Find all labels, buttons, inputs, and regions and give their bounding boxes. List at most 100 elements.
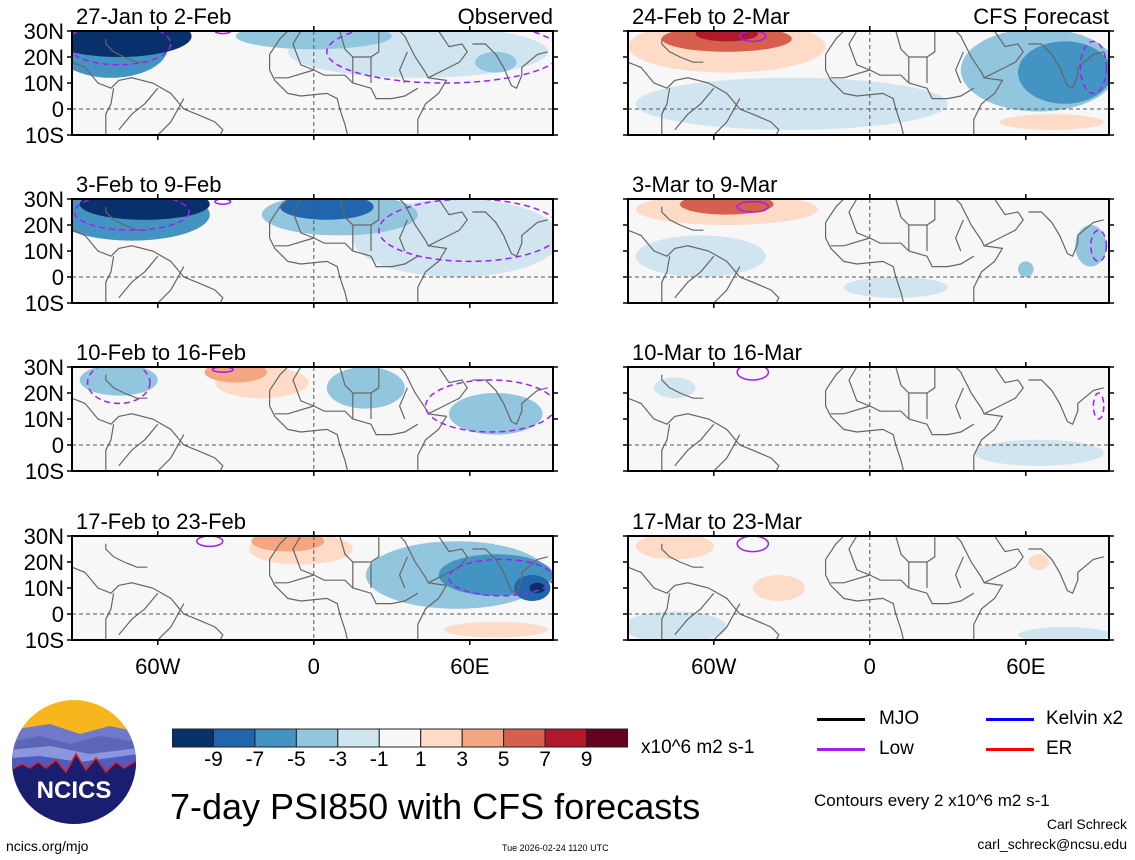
y-tick-label: 20N — [24, 45, 64, 70]
colorbar-tick-label: 9 — [580, 748, 593, 771]
x-tick-label: 60W — [691, 654, 736, 679]
negative-anomaly — [475, 51, 517, 73]
map-panel: 17-Mar to 23-Mar 60W 0 60E — [623, 509, 1114, 679]
coastline — [983, 31, 1024, 79]
y-tick-label: 10N — [24, 239, 64, 264]
positive-anomaly — [1028, 554, 1050, 570]
legend-low-label: Low — [879, 738, 914, 759]
negative-anomaly — [280, 199, 374, 220]
coastline — [105, 38, 148, 63]
source-url[interactable]: ncics.org/mjo — [6, 838, 89, 854]
coastline — [105, 543, 148, 568]
coastline — [292, 199, 419, 268]
y-tick-label: 10S — [25, 459, 64, 484]
coastline — [269, 536, 289, 560]
coastline — [825, 367, 845, 391]
y-tick-label: 30N — [24, 355, 64, 380]
negative-anomaly — [1018, 627, 1109, 640]
low-contour — [1090, 229, 1108, 263]
legend-er-line — [986, 748, 1034, 751]
low-contour — [736, 200, 770, 213]
colorbar-swatch — [503, 728, 546, 748]
y-tick-label: 0 — [52, 97, 64, 122]
y-tick-label: 30N — [24, 524, 64, 549]
coastline — [472, 379, 548, 426]
low-contour — [736, 536, 770, 553]
low-contour — [73, 199, 190, 231]
coastline — [398, 387, 408, 420]
y-tick-label: 10N — [24, 576, 64, 601]
coastline — [399, 536, 448, 640]
low-contour — [211, 367, 234, 373]
low-contour — [378, 199, 553, 263]
colorbar-tick-label: 1 — [414, 748, 427, 771]
coastline — [983, 199, 1024, 247]
map-panel: 24-Feb to 2-Mar CFS Forecast — [623, 4, 1114, 140]
panel-period-label: 24-Feb to 2-Mar — [632, 4, 790, 29]
colorbar-swatch — [544, 728, 588, 748]
colorbar-tick-label: 5 — [497, 748, 510, 771]
author-email[interactable]: carl_schreck@ncsu.edu — [977, 836, 1127, 852]
coastline — [72, 397, 224, 471]
coastline — [269, 31, 289, 55]
coastline — [339, 536, 380, 563]
contour-interval-note: Contours every 2 x10^6 m2 s-1 — [814, 791, 1050, 810]
low-contour — [214, 31, 232, 35]
colorbar-swatch — [295, 728, 339, 748]
positive-anomaly — [92, 264, 405, 303]
coastline — [274, 405, 314, 415]
map-panel: 10-Mar to 16-Mar — [623, 340, 1114, 476]
legend-mjo-label: MJO — [879, 708, 920, 729]
colorbar-tick-label: -5 — [287, 748, 306, 771]
coastline — [661, 38, 704, 63]
y-tick-label: 10N — [24, 71, 64, 96]
coastline — [628, 61, 780, 135]
positive-anomaly — [999, 114, 1104, 130]
y-tick-label: 10S — [25, 123, 64, 148]
positive-anomaly — [752, 575, 805, 601]
coastline — [825, 536, 845, 560]
coastline — [713, 434, 741, 471]
negative-anomaly — [843, 277, 948, 298]
coastline — [830, 237, 870, 247]
y-tick-label: 10S — [25, 628, 64, 653]
coastline — [954, 387, 964, 420]
coastline — [661, 543, 704, 568]
positive-anomaly — [261, 450, 522, 471]
coastline — [895, 536, 936, 563]
x-tick-label: 0 — [864, 654, 876, 679]
coastline — [954, 219, 964, 252]
x-tick-label: 0 — [308, 654, 320, 679]
negative-anomaly — [654, 377, 696, 399]
coastline — [339, 31, 380, 58]
colorbar-tick-label: -7 — [245, 748, 265, 771]
low-contour — [736, 367, 770, 381]
panel-source-label: CFS Forecast — [973, 4, 1109, 29]
negative-anomaly — [326, 367, 405, 409]
coastline — [398, 556, 408, 589]
coastline — [157, 98, 185, 135]
coastline — [628, 397, 780, 471]
low-contour — [196, 536, 224, 548]
low-contour — [72, 31, 172, 66]
coastline — [628, 229, 780, 303]
negative-anomaly — [79, 199, 210, 220]
coastline — [274, 237, 314, 247]
legend-er-label: ER — [1046, 738, 1073, 759]
coastline — [339, 367, 380, 394]
coastline — [713, 98, 741, 135]
positive-anomaly — [914, 367, 956, 419]
colorbar-swatch — [586, 728, 628, 748]
coastline — [1028, 548, 1104, 595]
colorbar-swatch — [378, 728, 422, 748]
coastline — [830, 405, 870, 415]
low-contour — [214, 199, 232, 205]
coastline — [955, 31, 1004, 135]
coastline — [1028, 43, 1104, 90]
low-contour — [448, 558, 553, 597]
coastline — [472, 548, 548, 595]
legend-kelvin-label: Kelvin x2 — [1046, 708, 1124, 729]
coastline — [848, 536, 975, 605]
panel-period-label: 17-Feb to 23-Feb — [76, 509, 246, 534]
